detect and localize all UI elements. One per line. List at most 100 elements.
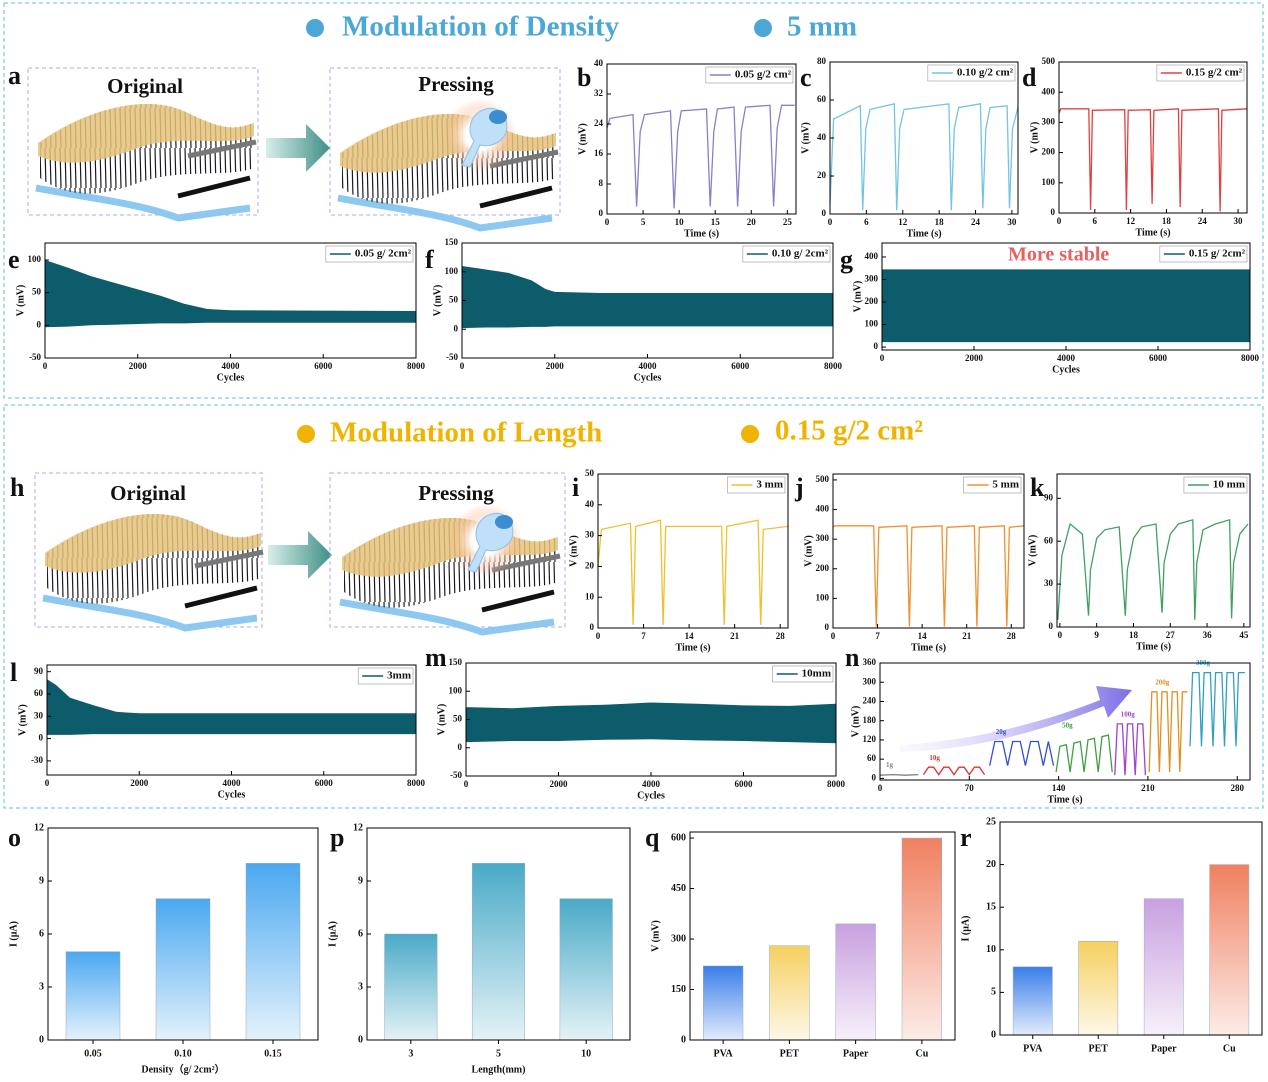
- x-tick-label: 2000: [550, 779, 569, 789]
- x-tick-label: 27: [1166, 630, 1176, 640]
- legend-label: 0.15 g/ 2cm²: [1189, 248, 1246, 260]
- y-tick-label: 100: [1042, 177, 1056, 187]
- legend-label: 0.05 g/2 cm²: [735, 69, 792, 81]
- y-tick-label: 0: [872, 772, 877, 782]
- y-tick-label: 300: [863, 676, 877, 686]
- x-tick-label: 30: [1234, 216, 1244, 226]
- y-tick-label: 25: [986, 816, 996, 827]
- y-tick-label: 100: [445, 266, 459, 276]
- x-tick-label: 21: [730, 631, 740, 641]
- y-axis-label: V (mV): [650, 920, 661, 952]
- x-tick-label: 20: [747, 217, 757, 227]
- x-tick-label: 0: [828, 217, 833, 227]
- y-tick-label: -50: [450, 770, 462, 780]
- x-tick-label: 10: [675, 217, 685, 227]
- x-tick-label: 0.10: [174, 1048, 192, 1059]
- bullet: [754, 19, 772, 37]
- y-axis-label: V (mV): [1027, 535, 1038, 567]
- y-tick-label: 450: [671, 883, 686, 894]
- y-tick-label: 50: [585, 468, 595, 478]
- plot-frame: [829, 61, 1019, 215]
- bar: [559, 898, 613, 1041]
- y-tick-label: 200: [1042, 147, 1056, 157]
- y-axis-label: V (mV): [852, 281, 863, 313]
- x-tick-label: 0: [1057, 216, 1062, 226]
- x-tick-label: 2000: [965, 353, 984, 363]
- panel-label: q: [645, 823, 660, 852]
- x-tick-label: 6000: [731, 361, 750, 371]
- y-tick-label: 5: [991, 987, 996, 998]
- x-tick-label: Paper: [1151, 1043, 1177, 1054]
- y-tick-label: 20: [986, 859, 996, 870]
- bar: [155, 898, 211, 1041]
- x-axis-label: Cycles: [637, 790, 665, 801]
- x-tick-label: 5: [496, 1048, 501, 1059]
- x-tick-label: 70: [965, 783, 975, 793]
- y-tick-label: 90: [34, 666, 44, 676]
- x-axis-label: Time (s): [1135, 227, 1170, 238]
- panel-label: d: [1022, 63, 1037, 92]
- y-axis-label: V (mV): [803, 535, 814, 567]
- bar: [1143, 898, 1184, 1036]
- data-line: [1148, 691, 1188, 773]
- x-tick-label: 6000: [735, 779, 754, 789]
- y-tick-label: 9: [358, 875, 363, 886]
- x-tick-label: 0: [596, 631, 601, 641]
- plot-frame: [832, 473, 1025, 629]
- bullet: [306, 19, 324, 37]
- panel-label: a: [8, 61, 21, 90]
- x-tick-label: 0: [460, 361, 465, 371]
- panel-label: p: [330, 823, 344, 852]
- data-line: [606, 104, 795, 209]
- x-tick-label: 36: [1203, 630, 1213, 640]
- legend-box: [1183, 476, 1248, 494]
- y-tick-label: 300: [671, 933, 686, 944]
- y-tick-label: 120: [863, 734, 877, 744]
- y-tick-label: 0: [1049, 621, 1054, 631]
- y-tick-label: 3: [358, 981, 363, 992]
- panel-label: b: [577, 63, 591, 92]
- data-line: [1057, 518, 1249, 620]
- y-tick-label: 6: [39, 928, 44, 939]
- y-tick-label: 200: [865, 296, 879, 306]
- plot-frame: [879, 662, 1251, 781]
- x-tick-label: 24: [1198, 216, 1208, 226]
- y-tick-label: 3: [39, 981, 44, 992]
- x-tick-label: 280: [1230, 783, 1244, 793]
- y-tick-label: 8: [599, 178, 604, 188]
- panel-label: c: [800, 63, 812, 92]
- x-tick-label: 2000: [130, 778, 149, 788]
- panel-label: i: [572, 473, 579, 502]
- x-axis-label: Time (s): [1047, 794, 1082, 805]
- x-tick-label: Cu: [915, 1048, 928, 1059]
- legend-label: 0.05 g/ 2cm²: [355, 248, 412, 260]
- y-tick-label: 100: [449, 685, 463, 695]
- chart: -30 0 30 60 90 0 2000 4000 6000 8000 Cycles V (mV) 3…: [17, 664, 426, 800]
- x-tick-label: 9: [1094, 630, 1099, 640]
- illustration: Original Pressing: [34, 472, 566, 632]
- x-tick-label: 28: [1007, 631, 1017, 641]
- y-tick-label: 360: [863, 657, 877, 667]
- panel-label: o: [8, 823, 21, 852]
- y-tick-label: 30: [1044, 578, 1054, 588]
- y-tick-label: -50: [29, 352, 41, 362]
- x-axis-label: Cycles: [217, 372, 245, 383]
- x-tick-label: 30: [1007, 217, 1017, 227]
- y-tick-label: 0: [874, 341, 879, 351]
- y-tick-label: 6: [358, 928, 363, 939]
- x-axis-label: Time (s): [675, 642, 710, 653]
- legend-label: 10mm: [802, 668, 831, 680]
- data-line: [829, 102, 1019, 211]
- y-tick-label: 12: [34, 822, 44, 833]
- x-tick-label: 0: [831, 631, 836, 641]
- x-tick-label: 18: [935, 217, 945, 227]
- x-tick-label: 14: [685, 631, 695, 641]
- x-tick-label: 8000: [827, 779, 846, 789]
- y-tick-label: 12: [353, 822, 363, 833]
- x-tick-label: PET: [1089, 1043, 1109, 1054]
- illustration: Original Pressing: [27, 67, 560, 228]
- section-border: [3, 404, 1264, 809]
- chart: 3 5 10 0 3 6 9 12 Length(mm) I (μA): [327, 822, 631, 1075]
